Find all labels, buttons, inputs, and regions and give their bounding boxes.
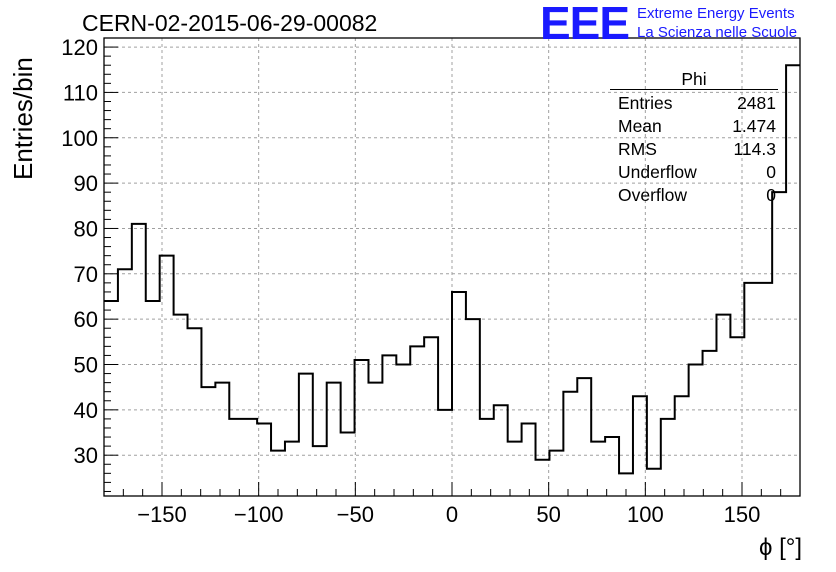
- histogram-bin: [730, 337, 744, 496]
- y-tick-label: 50: [74, 352, 98, 377]
- y-tick-label: 60: [74, 307, 98, 332]
- histogram-bin: [577, 378, 591, 496]
- y-tick-label: 80: [74, 216, 98, 241]
- stats-value: 114.3: [733, 139, 777, 159]
- logo-caption: Extreme Energy Events La Scienza nelle S…: [637, 4, 797, 42]
- y-tick-label: 40: [74, 398, 98, 423]
- histogram-bin: [675, 396, 689, 496]
- y-tick-label: 70: [74, 262, 98, 287]
- stats-row-entries: Entries 2481: [610, 92, 778, 115]
- stats-value: 2481: [737, 93, 776, 113]
- histogram-bin: [174, 315, 188, 496]
- stats-title: Phi: [610, 70, 778, 90]
- y-tick-label: 30: [74, 443, 98, 468]
- histogram-bin: [382, 355, 396, 496]
- histogram-bin: [744, 283, 758, 496]
- stats-row-underflow: Underflow 0: [610, 161, 778, 184]
- histogram-bin: [424, 337, 438, 496]
- histogram-bin: [563, 392, 577, 496]
- y-tick-label: 90: [74, 171, 98, 196]
- histogram-bin: [689, 364, 703, 496]
- histogram-bin: [118, 269, 132, 496]
- histogram-bin: [438, 410, 452, 496]
- logo-line-2: La Scienza nelle Scuole: [637, 24, 798, 41]
- histogram-bin: [703, 351, 717, 496]
- y-tick-label: 110: [63, 80, 98, 105]
- stats-label: Entries: [618, 93, 673, 113]
- x-tick-label: 100: [627, 502, 664, 527]
- histogram-bin: [605, 437, 619, 496]
- histogram-bin: [619, 473, 633, 496]
- histogram-bin: [772, 192, 786, 496]
- histogram-bin: [758, 283, 772, 496]
- histogram-bin: [243, 419, 257, 496]
- histogram-bin: [299, 374, 313, 496]
- histogram-bin: [410, 346, 424, 496]
- histogram-bin: [188, 328, 202, 496]
- x-tick-label: 50: [536, 502, 560, 527]
- x-tick-label: 150: [724, 502, 761, 527]
- stats-row-mean: Mean 1.474: [610, 115, 778, 138]
- x-tick-label: 0: [446, 502, 458, 527]
- histogram-bin: [271, 451, 285, 496]
- histogram-bin: [104, 301, 118, 496]
- stats-value: 0: [766, 185, 776, 205]
- histogram-bin: [633, 396, 647, 496]
- histogram-bin: [480, 419, 494, 496]
- histogram-bin: [466, 319, 480, 496]
- logo-line-1: Extreme Energy Events: [637, 5, 795, 22]
- stats-label: Overflow: [618, 185, 688, 205]
- histogram-outline: [104, 64, 800, 475]
- histogram-bin: [215, 383, 229, 496]
- histogram-bin: [716, 315, 730, 496]
- stats-box: Phi Entries 2481 Mean 1.474 RMS 114.3 Un…: [610, 70, 778, 207]
- y-tick-label: 100: [61, 126, 98, 151]
- stats-row-overflow: Overflow 0: [610, 184, 778, 207]
- stats-label: RMS: [618, 139, 657, 159]
- histogram-bin: [355, 360, 369, 496]
- stats-label: Mean: [618, 116, 662, 136]
- plot-title: CERN-02-2015-06-29-00082: [82, 10, 378, 36]
- x-tick-label: −100: [234, 502, 284, 527]
- x-tick-label: −150: [137, 502, 187, 527]
- y-tick-label: 120: [61, 35, 98, 60]
- stats-row-rms: RMS 114.3: [610, 138, 778, 161]
- histogram-bin: [257, 423, 271, 496]
- eee-logo: EEE: [540, 0, 630, 49]
- histogram-bin: [396, 364, 410, 496]
- histogram-bin: [647, 469, 661, 496]
- stats-value: 0: [766, 162, 776, 182]
- histogram-bin: [549, 451, 563, 496]
- histogram-bin: [285, 442, 299, 496]
- histogram-bin: [591, 442, 605, 496]
- histogram-bin: [452, 292, 466, 496]
- histogram-bin: [536, 460, 550, 496]
- histogram-bin: [313, 446, 327, 496]
- histogram-bin: [661, 419, 675, 496]
- stats-value: 1.474: [732, 116, 776, 136]
- histogram-bin: [201, 387, 215, 496]
- histogram-bin: [786, 65, 800, 496]
- histogram-bin: [327, 383, 341, 496]
- histogram-bin: [341, 433, 355, 496]
- histogram-bin: [160, 256, 174, 496]
- x-axis-label: ϕ [°]: [758, 534, 802, 561]
- histogram-bin: [494, 405, 508, 496]
- histogram-bin: [508, 442, 522, 496]
- stats-label: Underflow: [618, 162, 697, 182]
- histogram-bin: [522, 423, 536, 496]
- histogram-bin: [146, 301, 160, 496]
- x-tick-label: −50: [337, 502, 374, 527]
- y-axis-label: Entries/bin: [8, 57, 38, 180]
- histogram-bin: [229, 419, 243, 496]
- histogram-bin: [132, 224, 146, 496]
- histogram-bin: [368, 383, 382, 496]
